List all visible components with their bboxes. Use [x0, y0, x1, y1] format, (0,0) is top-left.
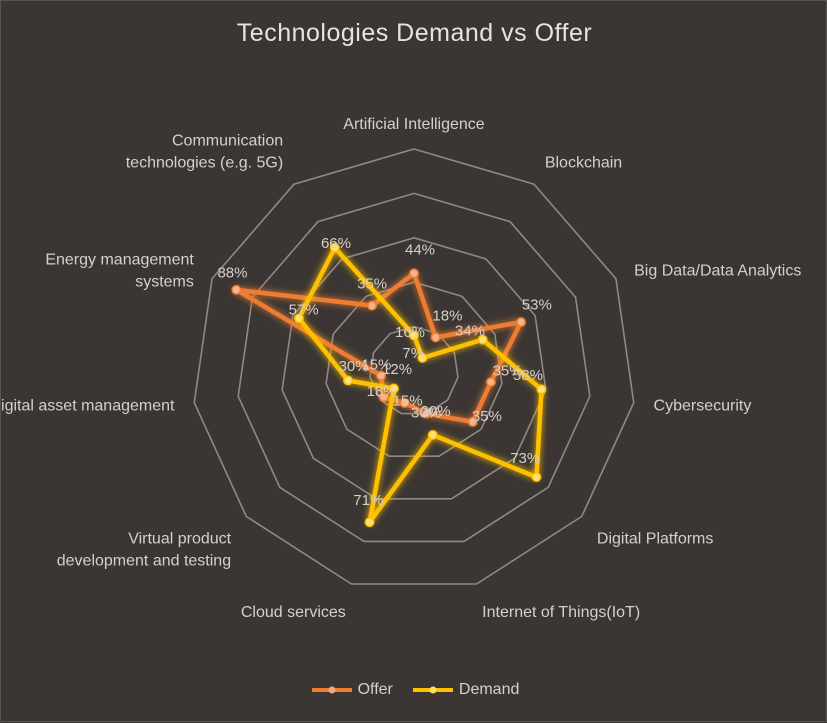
data-label-demand-communication-technologies-e-g-5g: 66% [321, 235, 351, 252]
legend-item-demand[interactable]: Demand [411, 681, 519, 699]
point-offer-artificial-intelligence[interactable] [409, 268, 419, 279]
axis-label-cloud-services: Cloud services [241, 604, 346, 621]
data-label-offer-digital-asset-management: 15% [361, 356, 391, 373]
axis-label-internet-of-things-iot: Internet of Things(IoT) [482, 604, 640, 621]
point-offer-communication-technologies-e-g-5g[interactable] [367, 300, 377, 311]
point-demand-digital-asset-management[interactable] [343, 375, 354, 386]
legend: Offer Demand [1, 681, 827, 699]
axis-label-digital-asset-management: Digital asset management [1, 397, 175, 414]
data-label-demand-blockchain: 7% [402, 345, 424, 362]
point-demand-digital-platforms[interactable] [531, 472, 542, 483]
point-demand-artificial-intelligence[interactable] [409, 330, 419, 341]
grid-ring [281, 236, 547, 500]
point-offer-big-data-data-analytics[interactable] [516, 317, 526, 328]
axis-label-energy-management-systems: Energy management systems [45, 251, 194, 290]
data-label-demand-internet-of-things-iot: 30% [411, 405, 441, 422]
data-label-offer-virtual-product-development-and-testing: 18% [367, 383, 397, 400]
point-offer-energy-management-systems[interactable] [231, 284, 242, 295]
axis-label-digital-platforms: Digital Platforms [597, 530, 713, 547]
legend-swatch-demand [412, 686, 453, 694]
data-label-offer-internet-of-things-iot: 20% [421, 403, 451, 420]
grid-ring [193, 148, 635, 585]
legend-item-offer[interactable]: Offer [310, 681, 393, 699]
chart-title: Technologies Demand vs Offer [236, 19, 593, 47]
point-offer-digital-asset-management[interactable] [376, 370, 386, 381]
point-offer-internet-of-things-iot[interactable] [421, 408, 432, 419]
axis-label-cybersecurity: Cybersecurity [654, 397, 752, 414]
data-label-demand-artificial-intelligence: 16% [395, 324, 425, 341]
data-label-demand-digital-platforms: 73% [510, 450, 540, 467]
point-demand-communication-technologies-e-g-5g[interactable] [329, 242, 340, 253]
data-label-demand-virtual-product-development-and-testing: 12% [382, 361, 412, 378]
series-line-offer [234, 271, 524, 425]
data-label-offer-cloud-services: 15% [393, 392, 423, 409]
point-demand-energy-management-systems[interactable] [293, 313, 304, 324]
point-offer-digital-platforms[interactable] [467, 416, 478, 427]
legend-swatch-offer [311, 686, 352, 694]
point-demand-internet-of-things-iot[interactable] [427, 429, 438, 440]
data-label-demand-digital-asset-management: 30% [339, 358, 369, 375]
data-label-demand-cybersecurity: 58% [513, 367, 543, 384]
legend-label-offer: Offer [357, 681, 393, 698]
point-demand-big-data-data-analytics[interactable] [477, 334, 488, 345]
data-label-offer-energy-management-systems: 88% [217, 264, 247, 281]
data-label-demand-big-data-data-analytics: 34% [455, 323, 485, 340]
data-label-offer-blockchain: 18% [432, 307, 462, 324]
point-demand-blockchain[interactable] [417, 352, 428, 363]
grid-ring [237, 192, 591, 543]
point-demand-cybersecurity[interactable] [536, 384, 547, 395]
data-label-offer-cybersecurity: 35% [493, 363, 523, 380]
point-offer-cloud-services[interactable] [399, 398, 410, 408]
legend-label-demand: Demand [458, 681, 520, 698]
point-demand-cloud-services[interactable] [364, 517, 375, 528]
data-label-offer-artificial-intelligence: 44% [405, 242, 435, 259]
data-label-offer-digital-platforms: 35% [472, 408, 502, 425]
data-label-offer-communication-technologies-e-g-5g: 35% [357, 276, 387, 293]
point-offer-virtual-product-development-and-testing[interactable] [378, 392, 389, 403]
axis-label-blockchain: Blockchain [545, 154, 622, 171]
axis-label-big-data-data-analytics: Big Data/Data Analytics [634, 262, 801, 279]
point-offer-blockchain[interactable] [430, 332, 441, 343]
point-demand-virtual-product-development-and-testing[interactable] [388, 383, 399, 394]
axis-label-communication-technologies-e-g-5g: Communication technologies (e.g. 5G) [126, 132, 283, 171]
data-label-offer-big-data-data-analytics: 53% [522, 297, 552, 314]
axis-label-artificial-intelligence: Artificial Intelligence [343, 116, 485, 133]
axis-label-virtual-product-development-and-testing: Virtual product development and testing [57, 530, 232, 569]
series-line-demand [296, 245, 544, 525]
point-offer-cybersecurity[interactable] [485, 377, 496, 388]
data-label-demand-cloud-services: 71% [353, 492, 383, 509]
data-label-demand-energy-management-systems: 57% [289, 301, 319, 318]
